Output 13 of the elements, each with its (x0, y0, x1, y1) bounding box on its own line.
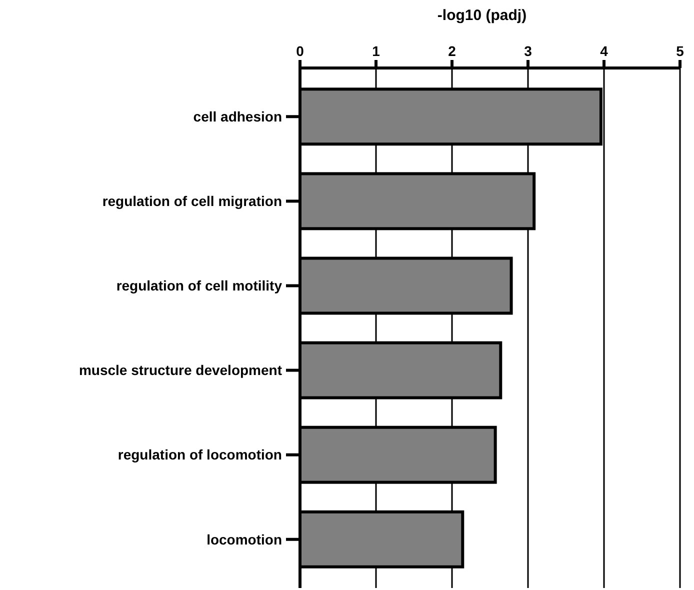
x-tick-label: 3 (524, 43, 532, 59)
y-tick-label: cell adhesion (193, 108, 282, 125)
x-tick-label: 5 (676, 43, 684, 59)
x-tick-label: 2 (448, 43, 456, 59)
y-tick-label: locomotion (206, 531, 282, 548)
y-tick-label: regulation of cell migration (102, 193, 282, 210)
x-tick-label: 1 (372, 43, 380, 59)
x-axis-title: -log10 (padj) (437, 7, 527, 24)
y-tick-label: muscle structure development (78, 362, 282, 378)
y-tick-label: regulation of locomotion (118, 446, 282, 463)
x-tick-label: 4 (600, 43, 608, 59)
x-tick-label: 0 (296, 43, 304, 59)
y-tick-label: regulation of cell motility (116, 278, 282, 294)
